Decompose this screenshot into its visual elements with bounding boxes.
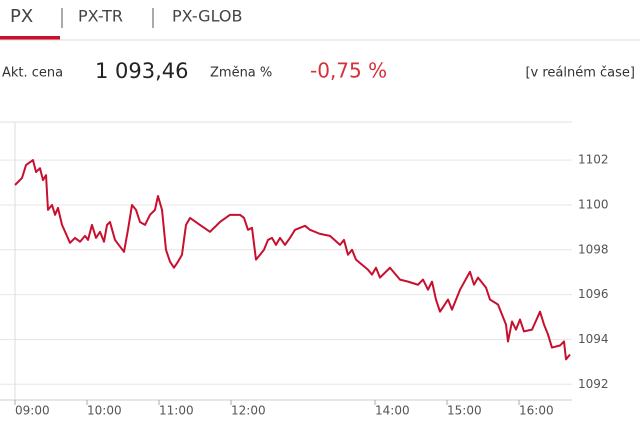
tab[interactable]: PX	[10, 6, 33, 27]
tab[interactable]: PX-GLOB	[172, 7, 242, 26]
change-label: Změna %	[210, 66, 272, 81]
x-tick-label: 16:00	[519, 404, 554, 418]
y-tick-label: 1100	[578, 197, 609, 211]
change: -0,75 %	[310, 59, 387, 83]
x-tick-label: 09:00	[15, 404, 50, 418]
y-tick-label: 1098	[578, 242, 609, 256]
realtime-note: [v reálném čase]	[525, 66, 635, 81]
y-tick-label: 1102	[578, 153, 609, 167]
x-tick-label: 15:00	[447, 404, 482, 418]
price: 1 093,46	[95, 59, 189, 83]
tab-underline	[0, 36, 60, 40]
x-tick-label: 10:00	[87, 404, 122, 418]
y-tick-label: 1096	[578, 287, 609, 301]
x-tick-label: 14:00	[375, 404, 410, 418]
tab[interactable]: PX-TR	[78, 7, 123, 26]
y-tick-label: 1092	[578, 377, 609, 391]
price-line	[14, 159, 571, 361]
x-tick-label: 12:00	[231, 404, 266, 418]
x-tick-label: 11:00	[159, 404, 194, 418]
price-label: Akt. cena	[2, 66, 63, 81]
y-tick-label: 1094	[578, 332, 609, 346]
